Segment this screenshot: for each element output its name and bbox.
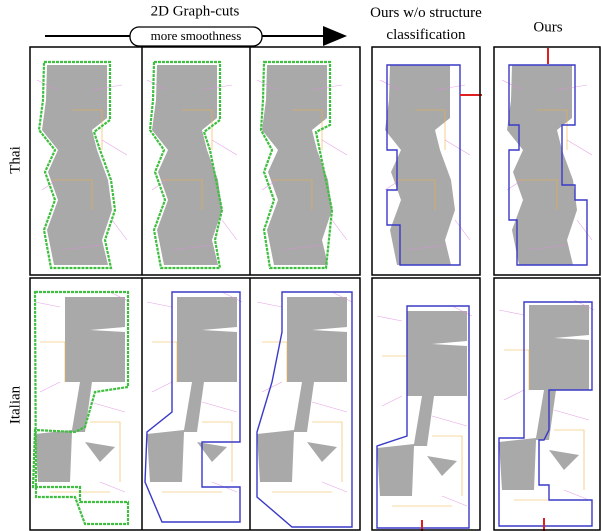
italian-row <box>30 278 600 531</box>
graph-cuts-title: 2D Graph-cuts <box>151 3 240 19</box>
row-label: Thai <box>7 146 23 174</box>
figure: 2D Graph-cuts more smoothness Ours w/o s… <box>0 0 601 531</box>
thai-row <box>30 47 600 275</box>
ablation-title-box: Ours w/o structure classification <box>360 2 492 48</box>
ablation-title: Ours w/o structure classification <box>360 2 492 46</box>
row-label: Italian <box>7 385 23 424</box>
ours-title: Ours <box>533 19 562 35</box>
arrow-label: more smoothness <box>151 28 242 43</box>
